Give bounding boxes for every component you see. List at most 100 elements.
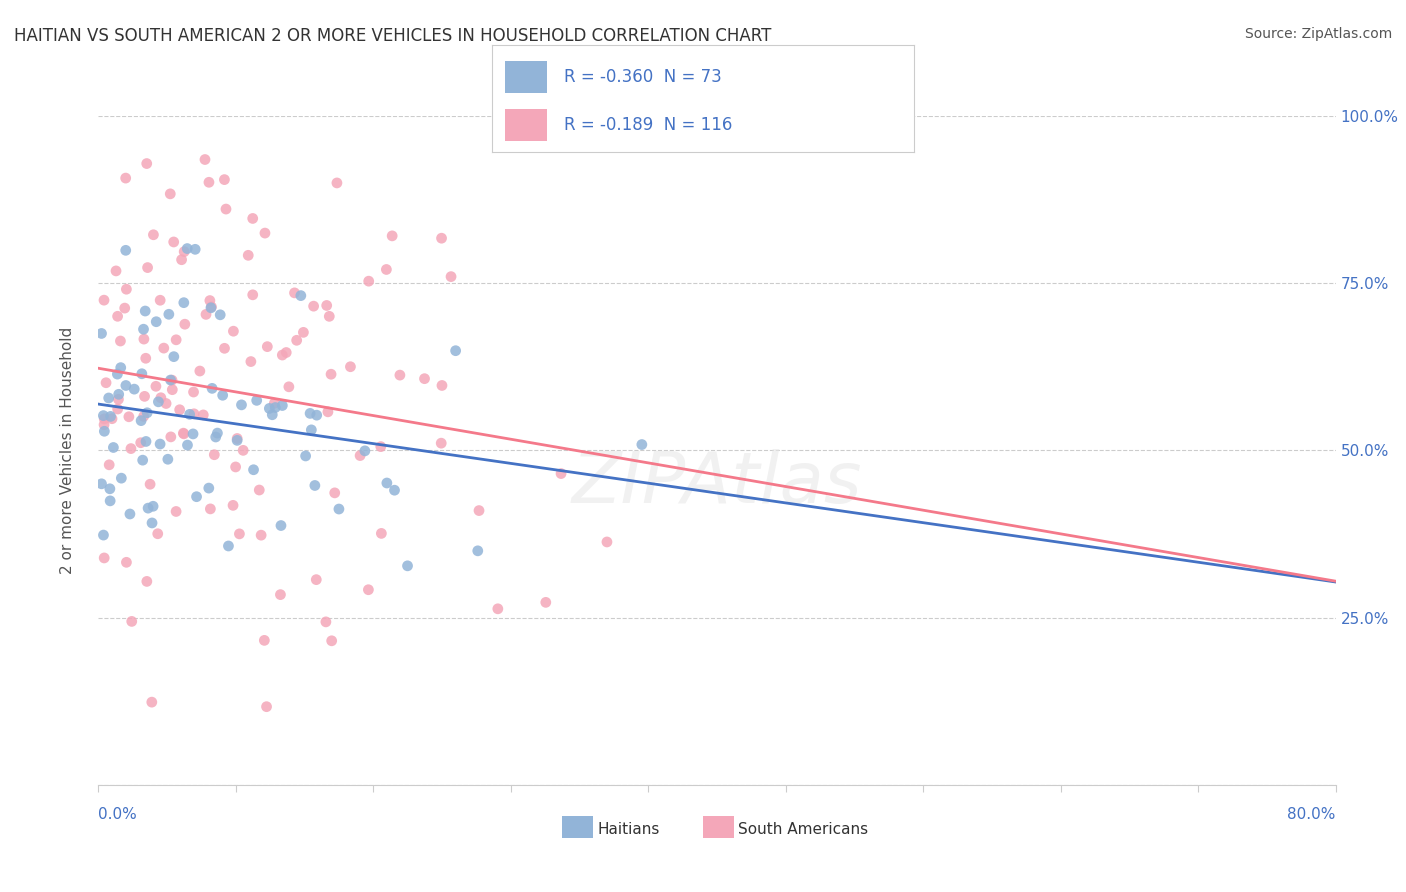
- Point: [135, 574, 157, 589]
- Point: [136, 406, 159, 420]
- Point: [118, 409, 141, 424]
- Point: [239, 354, 262, 368]
- Point: [444, 343, 467, 358]
- Point: [142, 500, 165, 514]
- Point: [285, 334, 308, 348]
- Point: [316, 405, 339, 419]
- Text: Source: ZipAtlas.com: Source: ZipAtlas.com: [1244, 27, 1392, 41]
- Point: [169, 402, 191, 417]
- Point: [135, 434, 157, 449]
- Point: [131, 453, 153, 467]
- Point: [195, 307, 218, 321]
- Point: [107, 387, 129, 401]
- Point: [134, 304, 156, 318]
- Y-axis label: 2 or more Vehicles in Household: 2 or more Vehicles in Household: [60, 326, 75, 574]
- Point: [201, 381, 224, 395]
- Point: [129, 414, 152, 428]
- Point: [370, 440, 392, 454]
- Point: [170, 252, 193, 267]
- Point: [264, 401, 287, 415]
- Point: [214, 341, 236, 355]
- Point: [105, 264, 128, 278]
- Point: [534, 595, 557, 609]
- Point: [173, 426, 195, 441]
- Point: [238, 248, 260, 262]
- Point: [114, 171, 136, 186]
- Point: [120, 442, 142, 456]
- Point: [132, 332, 155, 346]
- Point: [276, 345, 298, 359]
- Point: [396, 558, 419, 573]
- Point: [222, 324, 245, 338]
- Point: [202, 448, 225, 462]
- Point: [277, 380, 299, 394]
- Point: [159, 373, 181, 387]
- Point: [388, 368, 411, 383]
- Point: [184, 243, 207, 257]
- Point: [162, 383, 184, 397]
- Point: [357, 274, 380, 288]
- Point: [370, 526, 392, 541]
- Point: [323, 486, 346, 500]
- Point: [413, 372, 436, 386]
- Point: [156, 452, 179, 467]
- Point: [165, 333, 187, 347]
- Point: [183, 384, 205, 399]
- Point: [226, 432, 249, 446]
- Point: [321, 633, 343, 648]
- Point: [98, 494, 121, 508]
- Point: [155, 396, 177, 410]
- Point: [211, 388, 233, 402]
- Point: [107, 402, 129, 417]
- Point: [328, 502, 350, 516]
- Point: [354, 443, 377, 458]
- Point: [176, 438, 198, 452]
- Point: [299, 406, 322, 420]
- Point: [93, 424, 115, 438]
- Point: [200, 502, 222, 516]
- Point: [292, 326, 315, 340]
- Point: [132, 409, 155, 424]
- Point: [134, 389, 156, 403]
- Point: [440, 269, 463, 284]
- Point: [163, 235, 186, 249]
- Point: [173, 244, 195, 259]
- Point: [375, 262, 398, 277]
- Point: [231, 398, 253, 412]
- Point: [115, 378, 138, 392]
- Point: [430, 436, 453, 450]
- Point: [110, 334, 132, 348]
- Point: [246, 393, 269, 408]
- Point: [198, 175, 221, 189]
- Point: [103, 441, 125, 455]
- Point: [242, 288, 264, 302]
- Point: [142, 227, 165, 242]
- Point: [198, 481, 221, 495]
- Point: [172, 426, 194, 441]
- Point: [299, 423, 322, 437]
- FancyBboxPatch shape: [505, 61, 547, 93]
- Point: [118, 507, 141, 521]
- Point: [283, 285, 305, 300]
- Point: [188, 364, 211, 378]
- Point: [105, 367, 128, 381]
- Point: [149, 437, 172, 451]
- Point: [263, 396, 285, 410]
- Point: [157, 307, 180, 321]
- Point: [304, 478, 326, 492]
- Point: [135, 351, 157, 366]
- Point: [247, 483, 270, 497]
- Point: [141, 516, 163, 530]
- Point: [145, 315, 167, 329]
- Point: [430, 231, 453, 245]
- Point: [198, 293, 221, 308]
- Point: [214, 172, 236, 186]
- Point: [135, 156, 157, 170]
- Point: [110, 471, 132, 485]
- Point: [176, 242, 198, 256]
- Text: ZIPAtlas: ZIPAtlas: [572, 450, 862, 518]
- Point: [93, 417, 115, 432]
- Point: [250, 528, 273, 542]
- Point: [305, 573, 328, 587]
- Point: [98, 482, 121, 496]
